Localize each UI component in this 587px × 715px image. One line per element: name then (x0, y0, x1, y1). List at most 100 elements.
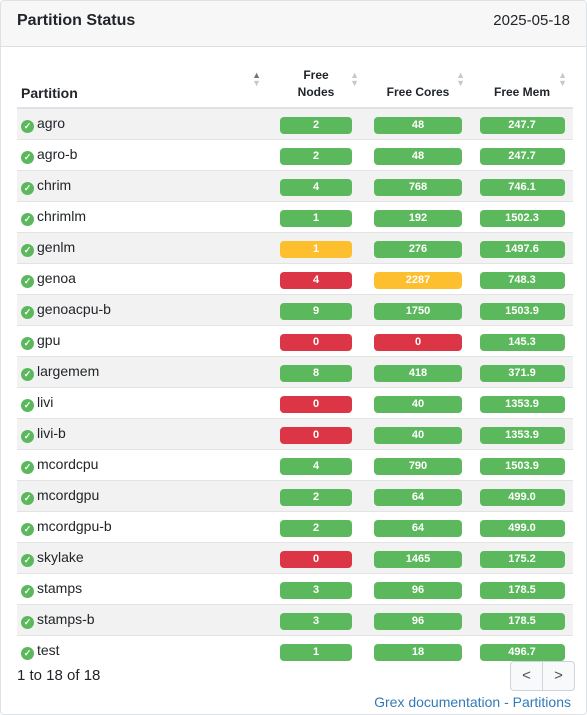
partition-name: mcordgpu-b (37, 518, 112, 534)
pagination-info: 1 to 18 of 18 (17, 667, 101, 684)
table-row: ✓ chrim 4 768 746.1 (17, 170, 573, 202)
free-mem-badge: 1503.9 (479, 457, 565, 475)
free-nodes-badge: 2 (280, 519, 352, 537)
next-page-button[interactable]: > (542, 662, 574, 690)
free-mem-cell: 247.7 (471, 107, 573, 140)
check-circle-icon: ✓ (21, 337, 34, 350)
free-nodes-badge: 2 (280, 116, 352, 134)
free-cores-cell: 96 (365, 573, 471, 605)
partition-cell: ✓ livi-b (17, 418, 267, 450)
partition-name: largemem (37, 363, 100, 379)
free-cores-badge: 64 (374, 488, 462, 506)
free-mem-badge: 499.0 (479, 519, 565, 537)
free-mem-cell: 499.0 (471, 480, 573, 512)
free-mem-badge: 371.9 (479, 364, 565, 382)
partition-name: stamps-b (37, 611, 95, 627)
sort-icon: ▲ ▼ (558, 70, 567, 88)
check-circle-icon: ✓ (21, 616, 34, 629)
free-nodes-badge: 0 (280, 550, 352, 568)
free-cores-cell: 2287 (365, 263, 471, 295)
free-nodes-cell: 1 (267, 232, 365, 264)
check-circle-icon: ✓ (21, 492, 34, 505)
free-nodes-cell: 4 (267, 263, 365, 295)
free-cores-cell: 276 (365, 232, 471, 264)
table-row: ✓ test 1 18 496.7 (17, 635, 573, 666)
free-nodes-cell: 0 (267, 418, 365, 450)
partition-cell: ✓ chrim (17, 170, 267, 202)
free-mem-cell: 371.9 (471, 356, 573, 388)
free-cores-badge: 2287 (374, 271, 462, 289)
free-nodes-badge: 4 (280, 178, 352, 196)
partition-cell: ✓ stamps-b (17, 604, 267, 636)
partition-cell: ✓ chrimlm (17, 201, 267, 233)
free-cores-badge: 1750 (374, 302, 462, 320)
free-mem-badge: 496.7 (479, 643, 565, 661)
free-nodes-cell: 2 (267, 480, 365, 512)
column-header-free-cores-label: Free Cores (386, 85, 450, 99)
free-cores-badge: 96 (374, 612, 462, 630)
check-circle-icon: ✓ (21, 368, 34, 381)
partition-name: chrim (37, 177, 72, 193)
free-mem-cell: 1497.6 (471, 232, 573, 264)
previous-page-button[interactable]: < (522, 667, 531, 684)
column-header-partition[interactable]: Partition ▲ ▼ (17, 59, 267, 109)
free-nodes-cell: 8 (267, 356, 365, 388)
sort-ascending-icon: ▲ ▼ (252, 70, 261, 88)
free-nodes-badge: 1 (280, 240, 352, 258)
free-cores-cell: 192 (365, 201, 471, 233)
free-nodes-badge: 8 (280, 364, 352, 382)
free-mem-cell: 1353.9 (471, 418, 573, 450)
partition-name: test (37, 642, 60, 658)
free-nodes-badge: 2 (280, 488, 352, 506)
table-header-row: Partition ▲ ▼ Free Nodes ▲ ▼ Free Cores ▲ ▼… (17, 59, 573, 109)
partition-cell: ✓ skylake (17, 542, 267, 574)
free-cores-cell: 790 (365, 449, 471, 481)
free-nodes-badge: 3 (280, 612, 352, 630)
documentation-link[interactable]: Grex documentation - Partitions (374, 694, 571, 710)
free-mem-cell: 1353.9 (471, 387, 573, 419)
partition-name: agro (37, 115, 66, 131)
free-mem-badge: 746.1 (479, 178, 565, 196)
free-cores-badge: 790 (374, 457, 462, 475)
column-header-free-cores[interactable]: Free Cores ▲ ▼ (365, 59, 471, 109)
free-mem-badge: 1503.9 (479, 302, 565, 320)
table-row: ✓ skylake 0 1465 175.2 (17, 542, 573, 574)
table-row: ✓ agro-b 2 48 247.7 (17, 139, 573, 171)
free-cores-badge: 48 (374, 116, 462, 134)
free-mem-badge: 178.5 (479, 581, 565, 599)
partition-cell: ✓ test (17, 635, 267, 666)
free-cores-cell: 40 (365, 387, 471, 419)
free-cores-badge: 276 (374, 240, 462, 258)
free-cores-badge: 418 (374, 364, 462, 382)
free-cores-badge: 768 (374, 178, 462, 196)
free-cores-cell: 768 (365, 170, 471, 202)
partition-name: mcordcpu (37, 456, 99, 472)
column-header-free-nodes-line2: Nodes (297, 85, 335, 99)
free-nodes-cell: 2 (267, 511, 365, 543)
check-circle-icon: ✓ (21, 585, 34, 598)
free-nodes-badge: 1 (280, 643, 352, 661)
free-cores-cell: 40 (365, 418, 471, 450)
free-cores-cell: 96 (365, 604, 471, 636)
column-header-free-nodes[interactable]: Free Nodes ▲ ▼ (267, 59, 365, 109)
partition-cell: ✓ agro (17, 107, 267, 140)
free-mem-cell: 1503.9 (471, 294, 573, 326)
table-row: ✓ gpu 0 0 145.3 (17, 325, 573, 357)
free-nodes-cell: 2 (267, 139, 365, 171)
free-cores-badge: 64 (374, 519, 462, 537)
free-cores-cell: 64 (365, 480, 471, 512)
free-mem-badge: 1353.9 (479, 426, 565, 444)
free-cores-badge: 40 (374, 426, 462, 444)
free-mem-cell: 1502.3 (471, 201, 573, 233)
free-cores-cell: 1750 (365, 294, 471, 326)
partition-name: livi (37, 394, 54, 410)
partition-name: agro-b (37, 146, 78, 162)
check-circle-icon: ✓ (21, 151, 34, 164)
partition-name: genoacpu-b (37, 301, 111, 317)
partition-name: stamps (37, 580, 83, 596)
partition-cell: ✓ gpu (17, 325, 267, 357)
table-row: ✓ genoa 4 2287 748.3 (17, 263, 573, 295)
column-header-free-mem[interactable]: Free Mem ▲ ▼ (471, 59, 573, 109)
free-nodes-cell: 3 (267, 573, 365, 605)
